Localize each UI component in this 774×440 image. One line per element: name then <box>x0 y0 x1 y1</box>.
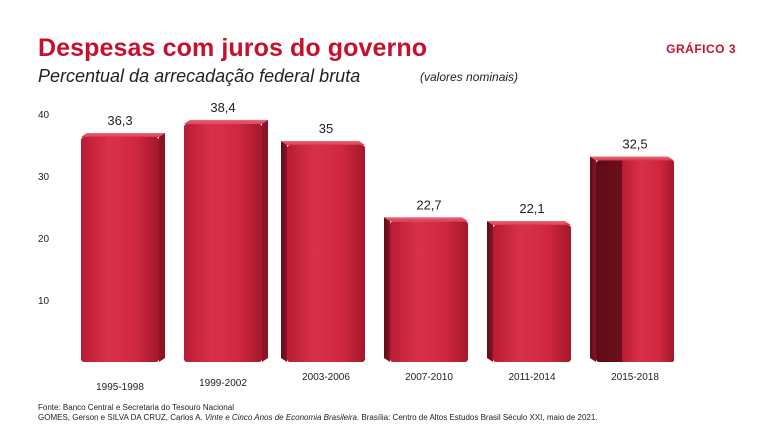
figure-badge: GRÁFICO 3 <box>666 42 736 56</box>
source-note: Fonte: Banco Central e Secretaria do Tes… <box>38 403 598 423</box>
bar-value-label: 32,5 <box>622 137 647 152</box>
source-citation-prefix: GOMES, Gerson e SILVA DA CRUZ, Carlos A. <box>38 413 205 422</box>
source-citation-suffix: . Brasília: Centro de Altos Estudos Bras… <box>356 413 598 422</box>
bar <box>390 221 468 362</box>
bar-value-label: 36,3 <box>107 113 132 128</box>
bar-side <box>262 119 268 362</box>
bar-value-label: 38,4 <box>210 100 235 115</box>
bar-top <box>184 119 268 124</box>
source-line-1: Fonte: Banco Central e Secretaria do Tes… <box>38 403 234 412</box>
x-tick-label: 1999-2002 <box>199 378 247 389</box>
bar-top <box>384 217 468 222</box>
bar-top <box>81 132 165 137</box>
bar-value-label: 35 <box>319 121 333 136</box>
x-tick-label: 2011-2014 <box>508 372 556 383</box>
chart-title: Despesas com juros do governo <box>38 34 428 62</box>
x-tick-label: 2015-2018 <box>611 372 659 383</box>
bar-side <box>590 156 596 362</box>
bar-top <box>487 220 571 225</box>
x-tick-label: 1995-1998 <box>96 382 144 393</box>
bar-value-label: 22,1 <box>519 201 544 216</box>
y-tick-label: 40 <box>38 110 50 121</box>
chart-note: (valores nominais) <box>420 70 519 84</box>
bar-side <box>281 141 287 362</box>
bar-face <box>622 160 674 362</box>
source-citation-title: Vinte e Cinco Anos de Economia Brasileir… <box>204 413 357 422</box>
bar-top <box>590 156 674 161</box>
bar <box>81 136 159 362</box>
source-line-2: GOMES, Gerson e SILVA DA CRUZ, Carlos A.… <box>38 413 598 423</box>
x-tick-label: 2007-2010 <box>405 372 453 383</box>
y-tick-label: 10 <box>38 296 50 307</box>
bar <box>184 123 262 362</box>
bar-top <box>281 141 365 145</box>
bar-chart: 10 20 30 40 36,3 1995-1998 38,4 1999-2002 35 200… <box>38 100 674 393</box>
bar <box>493 224 571 362</box>
bar-side <box>487 220 493 362</box>
bar-side <box>384 217 390 362</box>
bar-side <box>159 132 165 362</box>
bar-value-label: 22,7 <box>416 197 441 212</box>
y-tick-label: 30 <box>38 172 50 183</box>
y-tick-label: 20 <box>38 234 50 245</box>
bar <box>287 145 365 362</box>
chart-subtitle: Percentual da arrecadação federal bruta <box>38 66 361 86</box>
x-tick-label: 2003-2006 <box>302 372 350 383</box>
